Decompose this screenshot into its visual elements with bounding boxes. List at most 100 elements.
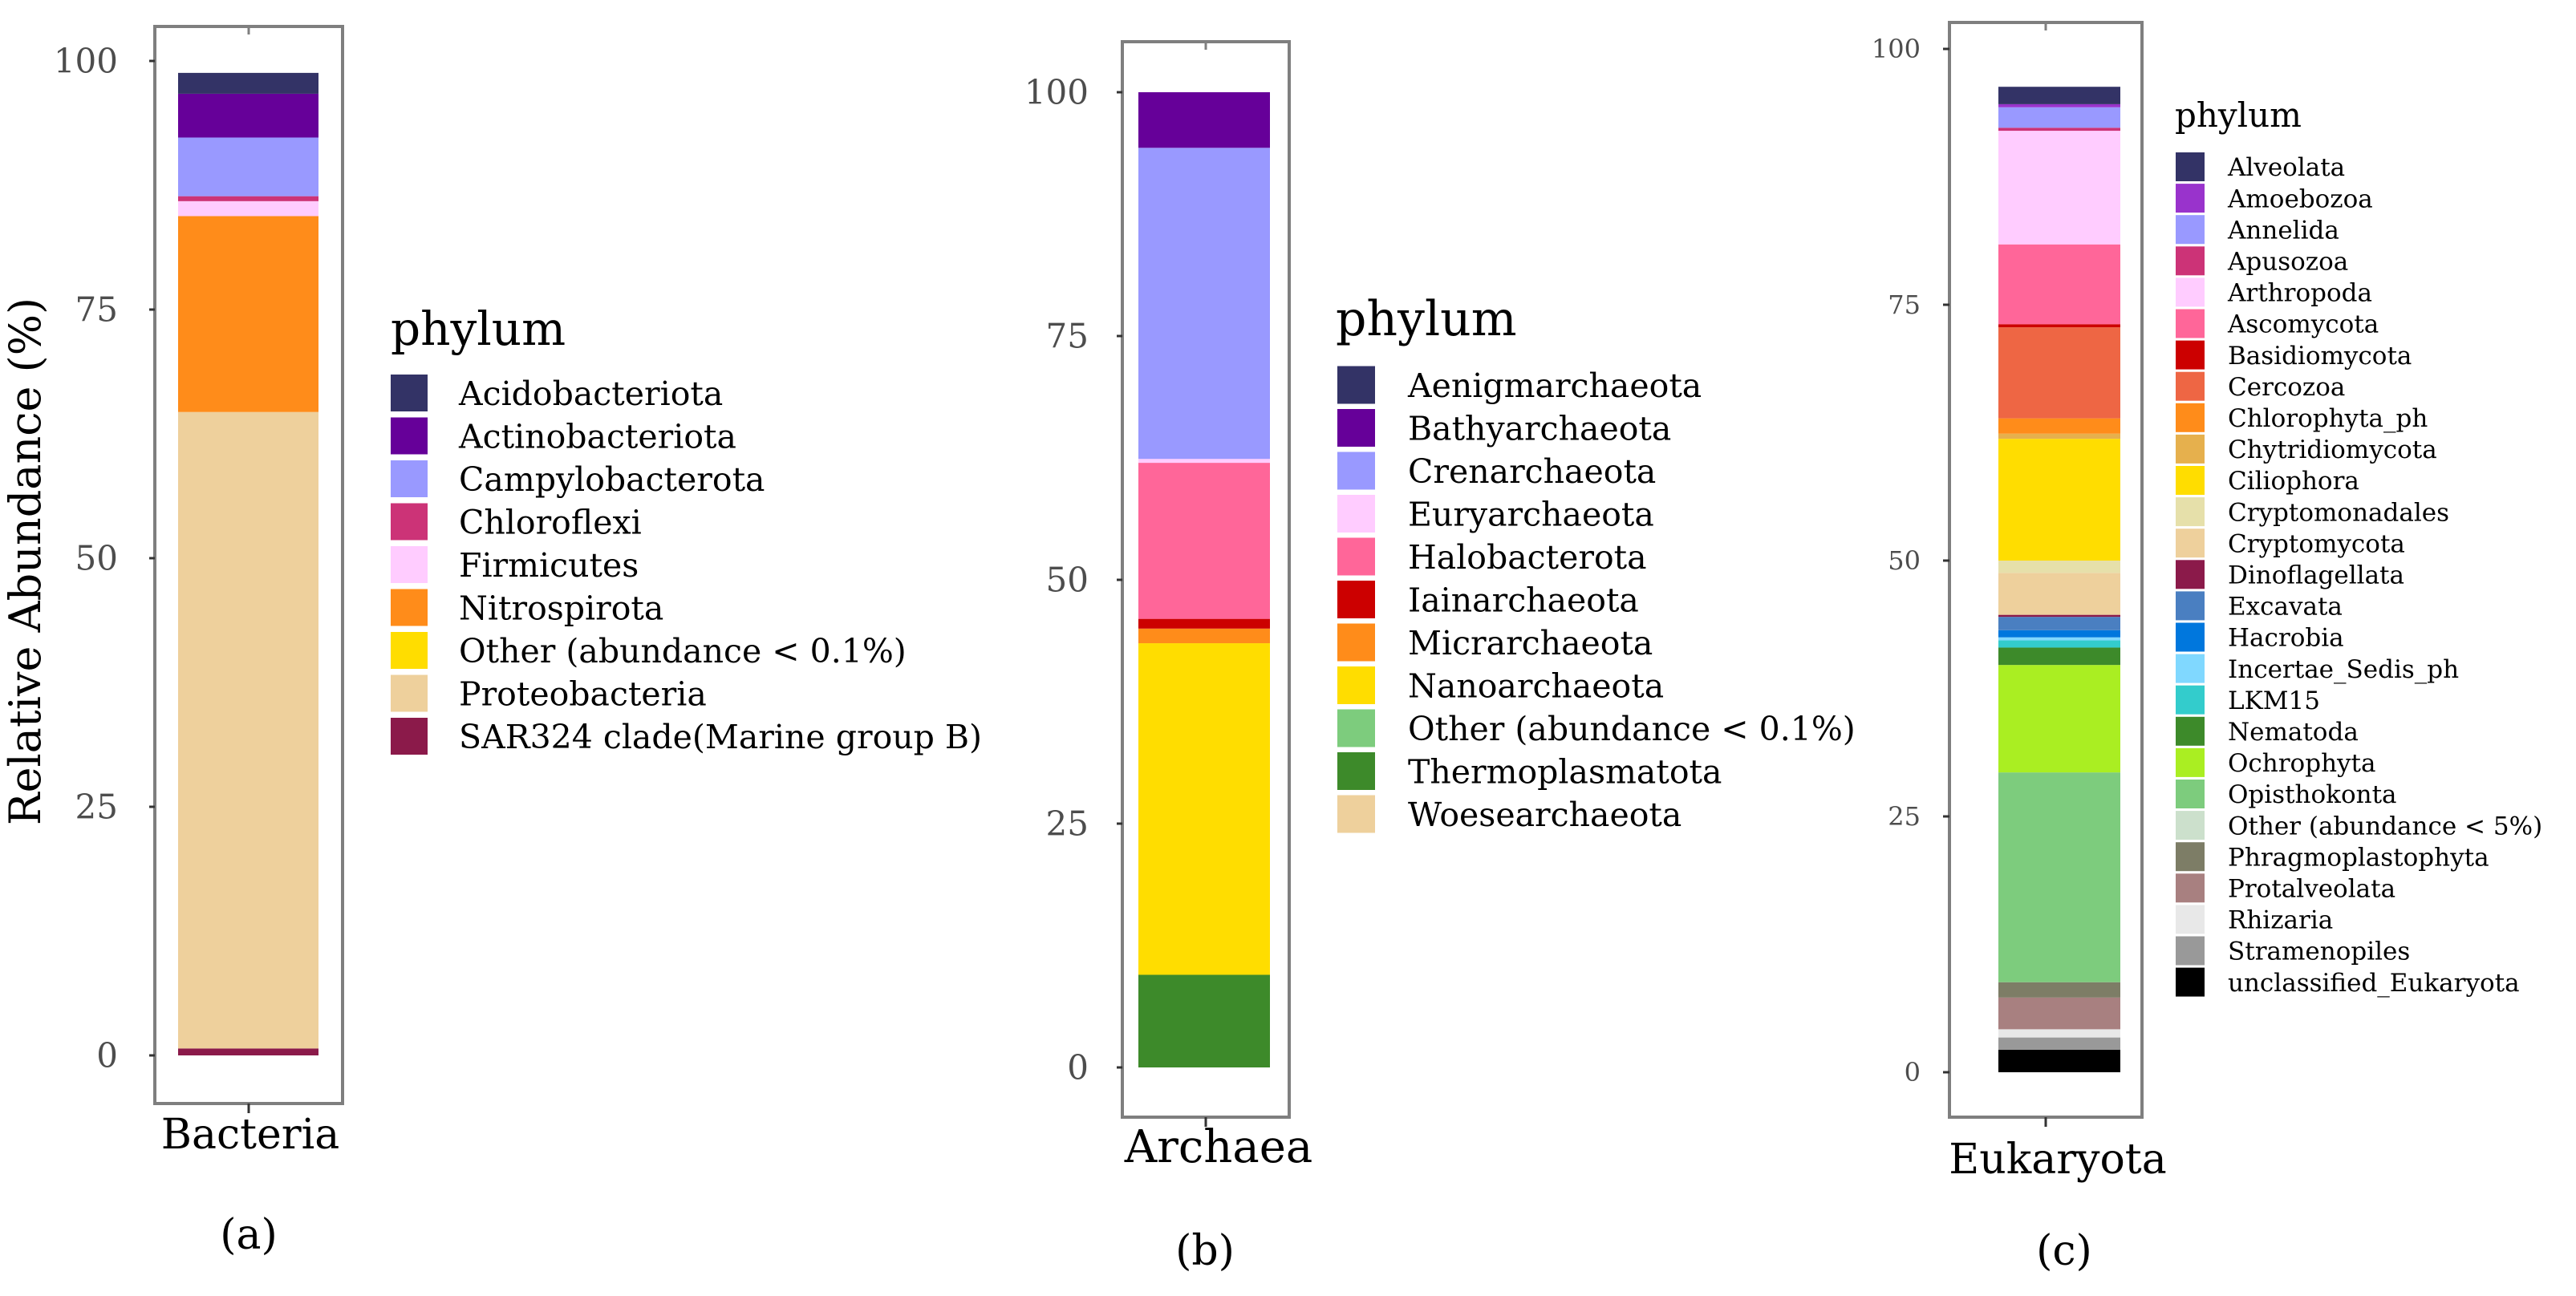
legend-label: Ochrophyta — [2228, 749, 2376, 778]
legend-label: Excavata — [2228, 593, 2343, 622]
legend-swatch-cryptomonadales — [2176, 497, 2205, 527]
legend-swatch-chloroflexi — [391, 503, 428, 541]
legend-label: Apusozoa — [2227, 247, 2348, 276]
legend-label: SAR324 clade(Marine group B) — [459, 718, 982, 756]
legend-swatch-hacrobia — [2176, 622, 2205, 652]
legend: phylum Acidobacteriota Actinobacteriota Cam… — [391, 302, 982, 756]
legend-swatch-cryptomycota — [2176, 529, 2205, 558]
legend-swatch-other-abundance-0-1 — [391, 632, 428, 669]
legend-swatch-unclassified-eukaryota — [2176, 967, 2205, 997]
legend-swatch-micrarchaeota — [1337, 623, 1375, 662]
bar-segment-excavata — [1998, 617, 2120, 630]
bar-segment-basidiomycota — [1998, 324, 2120, 328]
x-category-label: Archaea — [1124, 1121, 1313, 1173]
legend-label: Amoebozoa — [2227, 184, 2373, 213]
y-tick-label: 75 — [1888, 290, 1921, 320]
legend-label: Bathyarchaeota — [1408, 409, 1671, 448]
y-tick-label: 25 — [1888, 801, 1921, 832]
legend-title: phylum — [2175, 95, 2302, 135]
legend-swatch-rhizaria — [2176, 905, 2205, 934]
legend-swatch-other-abundance-0-1 — [1337, 709, 1375, 747]
legend-label: Other (abundance < 0.1%) — [459, 632, 907, 670]
legend-swatch-opisthokonta — [2176, 780, 2205, 808]
bar-segment-thermoplastmatota — [1138, 974, 1270, 1067]
legend-swatch-ciliophora — [2176, 466, 2205, 495]
y-tick-label: 50 — [75, 539, 118, 578]
bar-segment-acidobacteriota — [178, 72, 318, 94]
legend-label: Cercozoa — [2228, 373, 2345, 402]
legend-label: Proteobacteria — [459, 674, 707, 713]
bar-segment-campylobacterota — [178, 137, 318, 196]
bar-segment-hacrobia — [1998, 630, 2120, 638]
legend-label: Cryptomonadales — [2228, 498, 2449, 527]
legend-swatch-basidiomycota — [2176, 340, 2205, 370]
legend-label: Chloroflexi — [459, 503, 642, 541]
panel-label: (c) — [2036, 1227, 2092, 1275]
legend-label: Halobacterota — [1408, 538, 1647, 577]
legend-title: phylum — [1336, 291, 1517, 347]
bar-segment-halobacterota — [1138, 463, 1270, 619]
legend-swatch-firmicutes — [391, 546, 428, 583]
legend-swatch-actinobacteriota — [391, 417, 428, 455]
legend-swatch-sar324-clade-marine-group-b — [391, 718, 428, 755]
legend-label: Nitrospirota — [459, 589, 663, 627]
legend-swatch-annelida — [2176, 215, 2205, 245]
legend-swatch-nanoarchaeota — [1337, 666, 1375, 704]
legend-label: Phragmoplastophyta — [2228, 843, 2489, 872]
legend-label: Nematoda — [2228, 718, 2359, 747]
panel-archaea: 0 25 50 75 100 Archaea (b) phylum Aenigmarchaeot… — [1024, 40, 1856, 1275]
legend-swatch-cercozoa — [2176, 371, 2205, 401]
legend-swatch-proteobacteria — [391, 674, 428, 712]
legend-label: Ascomycota — [2227, 310, 2379, 339]
y-tick-label: 0 — [96, 1036, 118, 1075]
bar-segment-bathyarchaeota — [1138, 92, 1270, 148]
legend-swatch-phragmoplastophyta — [2176, 842, 2205, 872]
legend-label: Cryptomycota — [2228, 529, 2405, 558]
legend-label: Other (abundance < 0.1%) — [1408, 710, 1856, 748]
legend-swatch-protalveolata — [2176, 873, 2205, 903]
x-category-label: Eukaryota — [1949, 1136, 2166, 1184]
bar-segment-rhizaria — [1998, 1029, 2120, 1038]
y-tick-label: 25 — [1046, 804, 1089, 844]
legend-swatch-iainarchaeota — [1337, 581, 1375, 618]
legend-label: Actinobacteriota — [458, 417, 736, 456]
panel-label: (b) — [1175, 1227, 1235, 1275]
legend-swatch-excavata — [2176, 591, 2205, 621]
bar-segment-actinobacteriota — [178, 93, 318, 138]
legend-swatch-bathyarchaeota — [1337, 409, 1375, 447]
legend-swatch-dinoflagellata — [2176, 560, 2205, 589]
y-tick-label: 0 — [1905, 1057, 1921, 1087]
legend-label: Basidiomycota — [2228, 342, 2412, 371]
bar-segment-alveolata — [1998, 87, 2120, 104]
legend-swatch-euryarchaeota — [1337, 495, 1375, 533]
legend-label: Acidobacteriota — [458, 375, 723, 413]
legend-label: Other (abundance < 5%) — [2228, 812, 2542, 840]
legend-label: Euryarchaeota — [1408, 495, 1654, 533]
legend-label: Iainarchaeota — [1408, 581, 1639, 619]
legend-swatch-crenarchaeota — [1337, 452, 1375, 490]
bar-segment-iainarchaeota — [1138, 618, 1270, 629]
y-tick-label: 50 — [1888, 545, 1921, 576]
bar-segment-cryptomycota — [1998, 573, 2120, 615]
legend-label: Micrarchaeota — [1408, 624, 1653, 662]
legend-swatch-alveolata — [2176, 152, 2205, 181]
legend-label: Opisthokonta — [2228, 780, 2397, 809]
bar-segment-ascomycota — [1998, 244, 2120, 325]
bar-segment-unclassified-eukaryota — [1998, 1049, 2120, 1072]
legend-swatch-arthropoda — [2176, 277, 2205, 307]
bar-segment-lkm15 — [1998, 640, 2120, 648]
y-tick-label: 25 — [75, 788, 118, 827]
y-tick-label: 100 — [1024, 73, 1089, 112]
legend-swatch-ascomycota — [2176, 309, 2205, 338]
legend-swatch-aenigmarchaeota — [1337, 366, 1375, 404]
legend-label: Aenigmarchaeota — [1407, 367, 1702, 405]
bar-segment-protalveolata — [1998, 997, 2120, 1030]
legend-swatch-amoebozoa — [2176, 184, 2205, 213]
legend: phylum Aenigmarchaeota Bathyarchaeota Crena… — [1336, 291, 1856, 834]
bar-segment-nematoda — [1998, 647, 2120, 666]
x-category-label: Bacteria — [161, 1111, 340, 1159]
bar-segment-arthropoda — [1998, 131, 2120, 245]
bar-segment-incertae-sedis-ph — [1998, 637, 2120, 641]
y-tick-label: 0 — [1067, 1048, 1089, 1087]
